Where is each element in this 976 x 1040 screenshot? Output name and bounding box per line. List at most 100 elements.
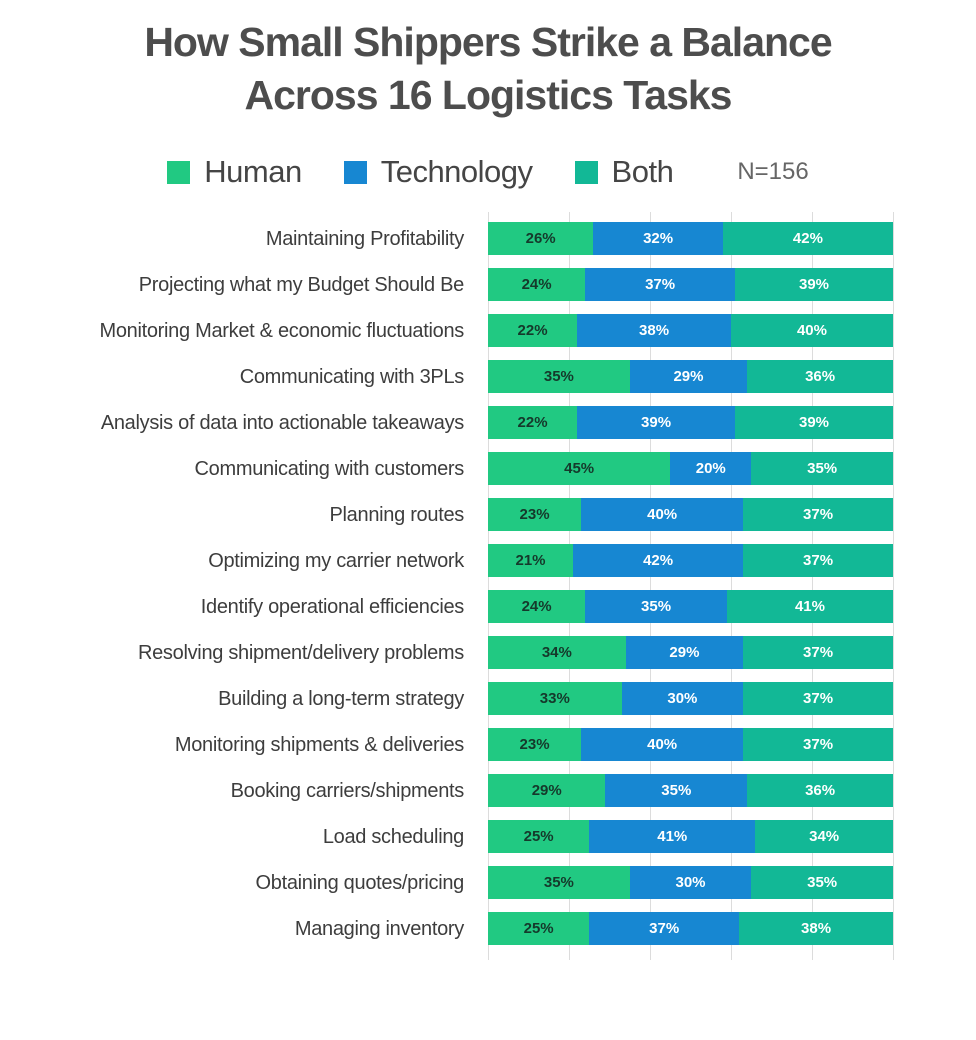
segment-human: 29% <box>488 774 606 807</box>
segment-technology: 29% <box>629 360 748 393</box>
chart-row: Projecting what my Budget Should Be 24% 37… <box>0 262 976 308</box>
chart-row: Monitoring Market & economic fluctuation… <box>0 308 976 354</box>
segment-human: 23% <box>488 498 582 531</box>
segment-both: 37% <box>743 728 893 761</box>
stacked-bar: 22% 39% 39% <box>488 406 893 439</box>
segment-technology: 35% <box>585 590 727 623</box>
segment-human: 34% <box>488 636 626 669</box>
segment-human: 33% <box>488 682 622 715</box>
category-label: Monitoring shipments & deliveries <box>174 733 464 756</box>
bar-area: 35% 30% 35% <box>488 860 893 906</box>
segment-technology: 32% <box>593 222 723 255</box>
segment-technology: 37% <box>585 268 736 301</box>
stacked-bar: 25% 41% 34% <box>488 820 893 853</box>
bar-area: 23% 40% 37% <box>488 492 893 538</box>
chart-row: Optimizing my carrier network 21% 42% 37% <box>0 538 976 584</box>
stacked-bar: 35% 30% 35% <box>488 866 893 899</box>
segment-human: 22% <box>488 406 578 439</box>
chart-title: How Small Shippers Strike a Balance Acro… <box>0 16 976 122</box>
category-label: Identify operational efficiencies <box>200 595 465 618</box>
stacked-bar: 26% 32% 42% <box>488 222 893 255</box>
category-label: Projecting what my Budget Should Be <box>138 273 465 296</box>
category-label: Planning routes <box>329 503 465 526</box>
chart-row: Load scheduling 25% 41% 34% <box>0 814 976 860</box>
bar-area: 24% 37% 39% <box>488 262 893 308</box>
category-label: Communicating with 3PLs <box>239 365 465 388</box>
bar-area: 22% 38% 40% <box>488 308 893 354</box>
legend-item-human: Human <box>167 154 302 190</box>
segment-both: 35% <box>751 866 893 899</box>
chart-row: Monitoring shipments & deliveries 23% 40% 3… <box>0 722 976 768</box>
segment-human: 21% <box>488 544 574 577</box>
segment-technology: 40% <box>581 498 744 531</box>
chart-row: Analysis of data into actionable takeawa… <box>0 400 976 446</box>
bar-area: 45% 20% 35% <box>488 446 893 492</box>
bar-area: 34% 29% 37% <box>488 630 893 676</box>
chart-title-line-2: Across 16 Logistics Tasks <box>244 72 733 118</box>
segment-both: 34% <box>755 820 893 853</box>
bar-area: 21% 42% 37% <box>488 538 893 584</box>
segment-technology: 30% <box>621 682 744 715</box>
legend-item-both: Both <box>574 154 674 190</box>
segment-technology: 20% <box>670 452 752 485</box>
bar-area: 25% 41% 34% <box>488 814 893 860</box>
segment-both: 37% <box>743 636 893 669</box>
segment-human: 25% <box>488 912 590 945</box>
category-label: Resolving shipment/delivery problems <box>137 641 464 664</box>
category-label: Communicating with customers <box>194 457 465 480</box>
category-label: Optimizing my carrier network <box>208 549 464 572</box>
segment-both: 35% <box>751 452 893 485</box>
legend-swatch-both <box>574 160 598 184</box>
segment-both: 36% <box>747 360 893 393</box>
segment-both: 38% <box>739 912 893 945</box>
stacked-bar-chart: Maintaining Profitability 26% 32% 42% Projec… <box>0 212 976 960</box>
stacked-bar: 23% 40% 37% <box>488 498 893 531</box>
stacked-bar: 24% 37% 39% <box>488 268 893 301</box>
segment-both: 39% <box>735 406 893 439</box>
category-label: Obtaining quotes/pricing <box>255 871 465 894</box>
chart-row: Building a long-term strategy 33% 30% 37% <box>0 676 976 722</box>
chart-row: Obtaining quotes/pricing 35% 30% 35% <box>0 860 976 906</box>
segment-human: 23% <box>488 728 582 761</box>
legend-swatch-human <box>167 160 191 184</box>
segment-both: 36% <box>747 774 893 807</box>
segment-technology: 40% <box>581 728 744 761</box>
segment-both: 37% <box>743 498 893 531</box>
stacked-bar: 35% 29% 36% <box>488 360 893 393</box>
stacked-bar: 45% 20% 35% <box>488 452 893 485</box>
chart-row: Identify operational efficiencies 24% 35% 4… <box>0 584 976 630</box>
bar-area: 29% 35% 36% <box>488 768 893 814</box>
category-label: Building a long-term strategy <box>218 687 464 710</box>
chart-row: Communicating with 3PLs 35% 29% 36% <box>0 354 976 400</box>
chart-row: Booking carriers/shipments 29% 35% 36% <box>0 768 976 814</box>
stacked-bar: 21% 42% 37% <box>488 544 893 577</box>
stacked-bar: 25% 37% 38% <box>488 912 893 945</box>
sample-size-label: N=156 <box>737 158 809 185</box>
bar-area: 25% 37% 38% <box>488 906 893 952</box>
segment-technology: 37% <box>589 912 740 945</box>
segment-both: 41% <box>726 590 893 623</box>
segment-human: 35% <box>488 866 630 899</box>
segment-both: 39% <box>735 268 893 301</box>
segment-both: 37% <box>743 544 893 577</box>
chart-row: Managing inventory 25% 37% 38% <box>0 906 976 952</box>
segment-human: 45% <box>488 452 671 485</box>
segment-technology: 38% <box>577 314 731 347</box>
stacked-bar: 22% 38% 40% <box>488 314 893 347</box>
bar-area: 35% 29% 36% <box>488 354 893 400</box>
category-label: Analysis of data into actionable takeawa… <box>100 411 464 434</box>
chart-row: Resolving shipment/delivery problems 34% 2… <box>0 630 976 676</box>
category-label: Monitoring Market & economic fluctuation… <box>99 319 464 342</box>
chart-title-line-1: How Small Shippers Strike a Balance <box>144 19 832 65</box>
legend-label: Human <box>204 154 302 189</box>
segment-technology: 35% <box>605 774 748 807</box>
segment-technology: 41% <box>589 820 756 853</box>
segment-human: 25% <box>488 820 590 853</box>
legend: Human Technology Both N=156 <box>0 154 976 190</box>
stacked-bar: 33% 30% 37% <box>488 682 893 715</box>
legend-swatch-technology <box>343 160 367 184</box>
bar-area: 23% 40% 37% <box>488 722 893 768</box>
segment-both: 42% <box>722 222 893 255</box>
stacked-bar: 24% 35% 41% <box>488 590 893 623</box>
category-label: Booking carriers/shipments <box>230 779 465 802</box>
